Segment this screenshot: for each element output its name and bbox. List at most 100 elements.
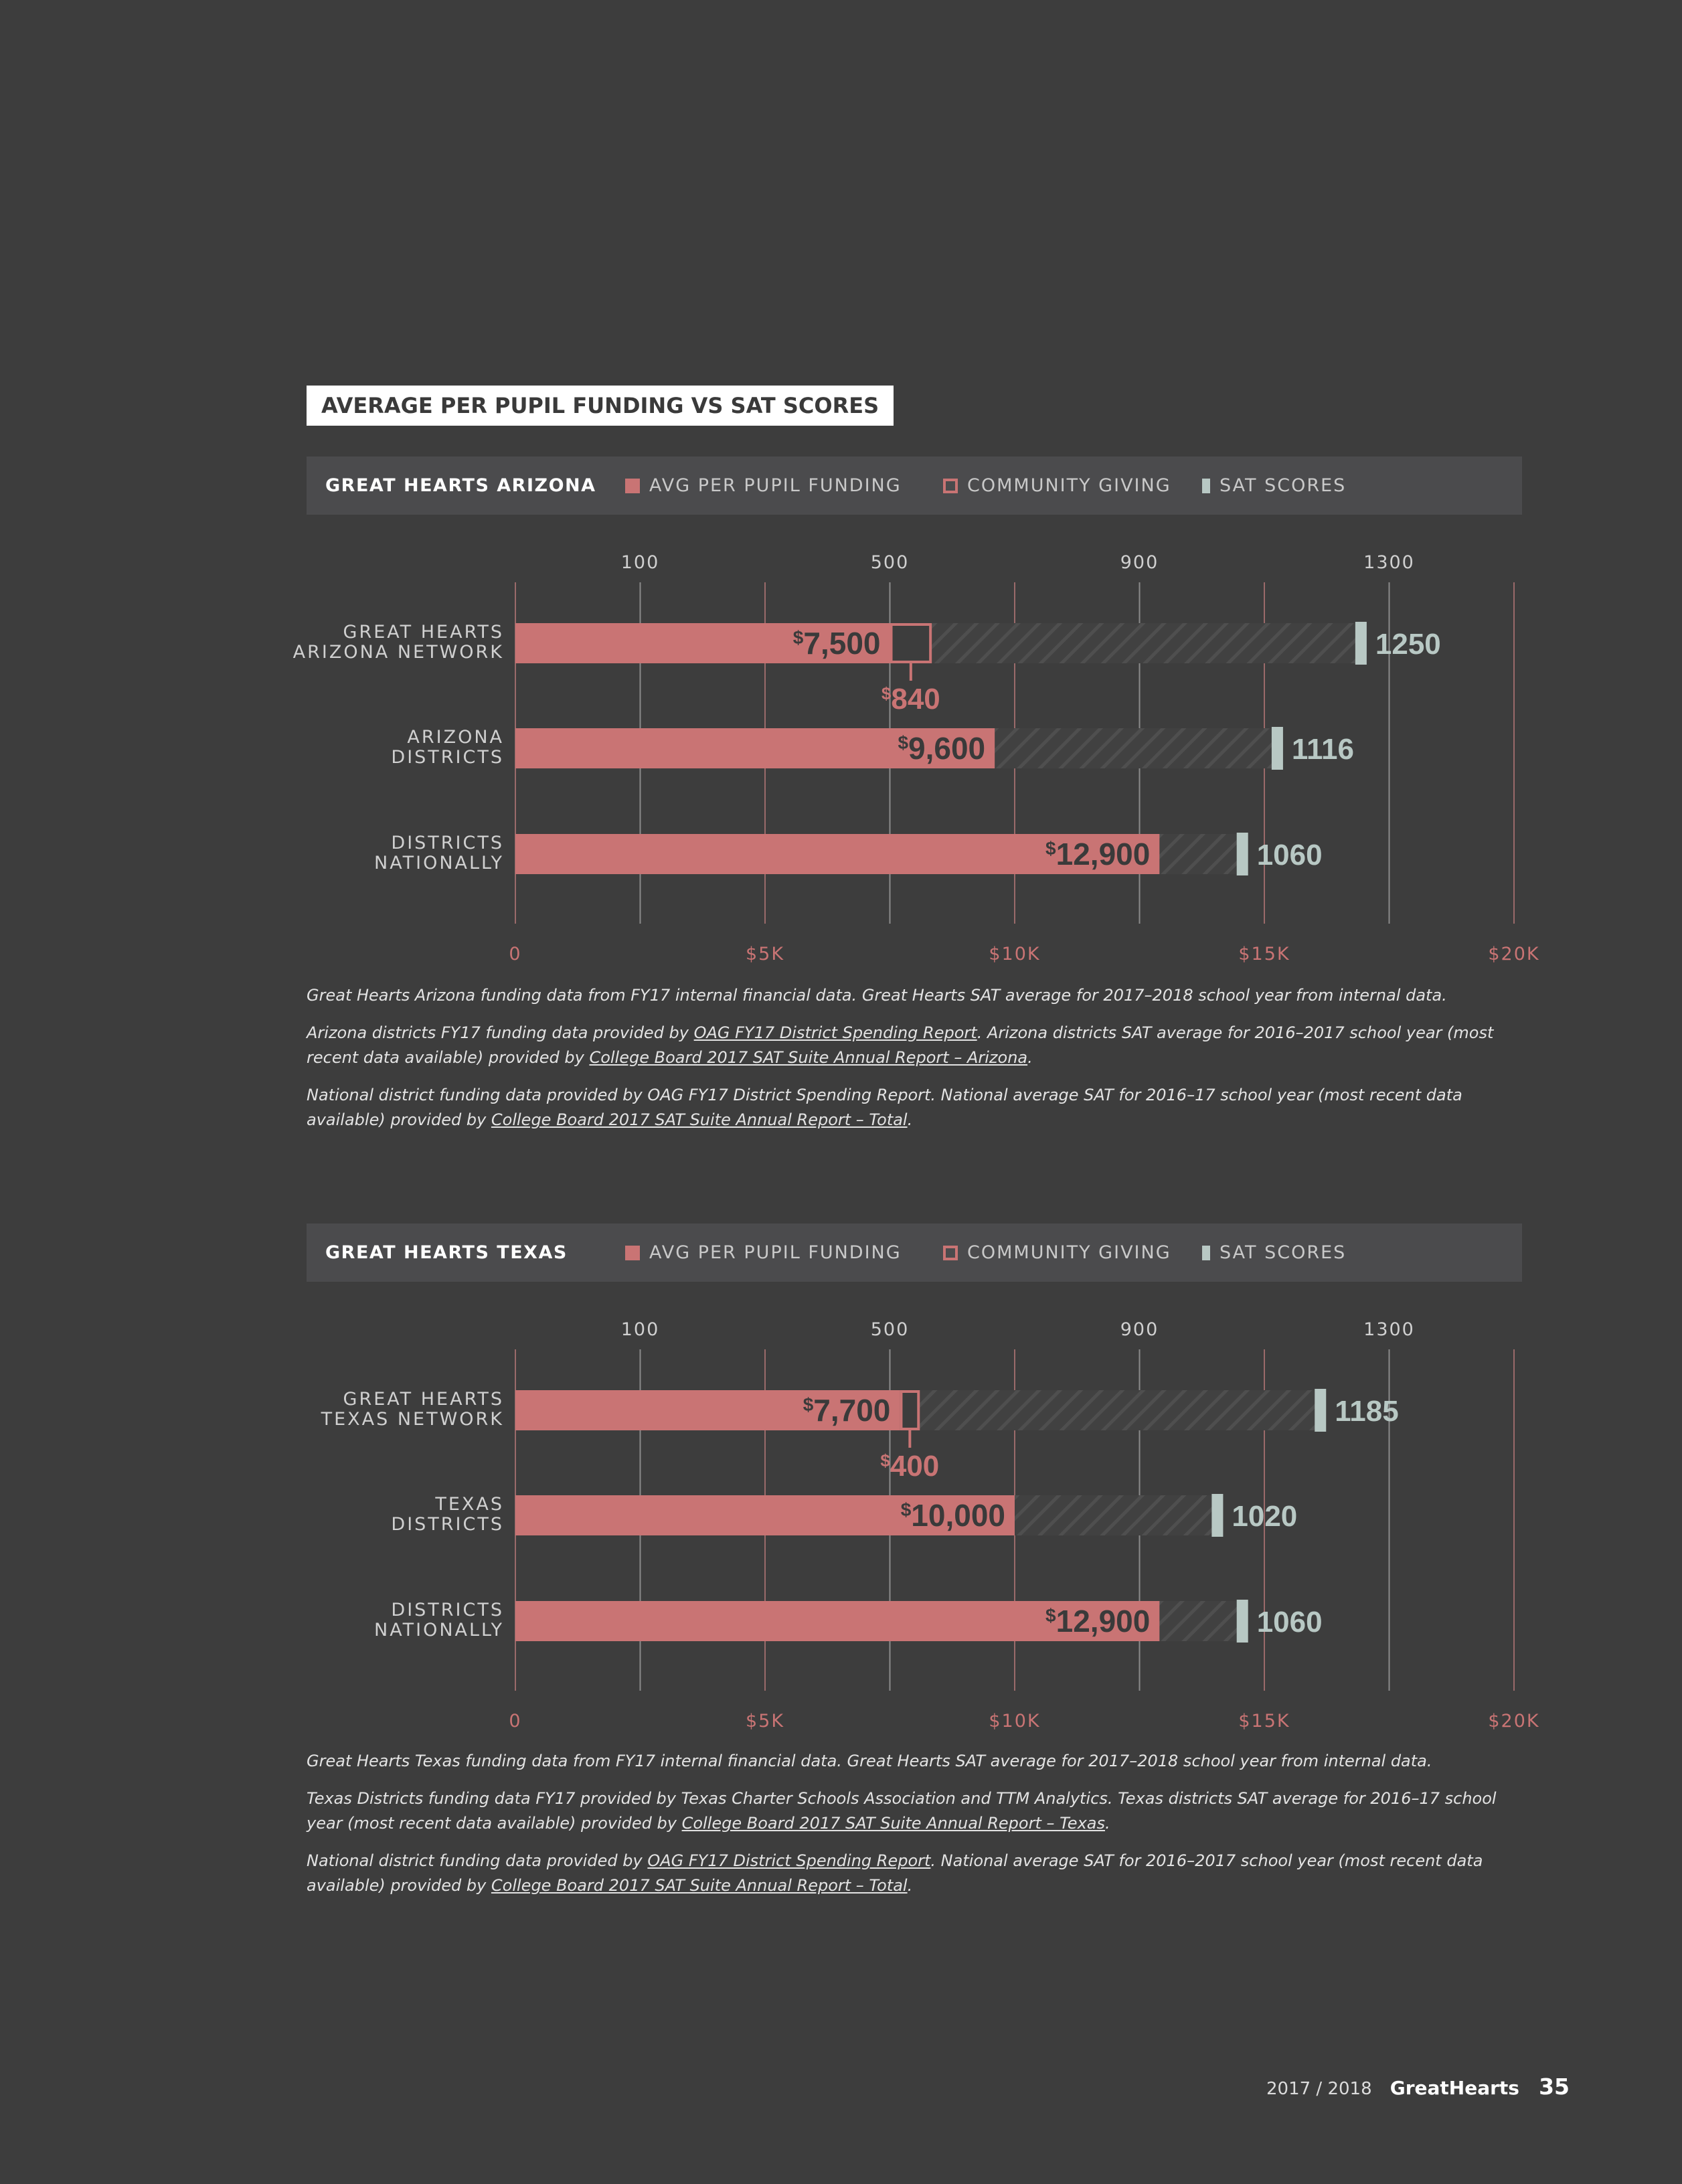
legend-bar-texas: GREAT HEARTS TEXAS AVG PER PUPIL FUNDING…	[307, 1224, 1522, 1282]
funding-bar	[515, 1390, 900, 1430]
source-note: National district funding data provided …	[307, 1083, 1522, 1132]
funding-tick-label: $5K	[746, 1711, 784, 1732]
legend-giving: COMMUNITY GIVING	[943, 1224, 1171, 1282]
sat-value-label: 1060	[1257, 839, 1323, 871]
sat-value-label: 1250	[1375, 628, 1441, 661]
funding-tick-label: $5K	[746, 944, 784, 964]
source-link[interactable]: OAG FY17 District Spending Report	[647, 1851, 931, 1870]
funding-tick-label: $10K	[989, 1711, 1040, 1732]
source-note: National district funding data provided …	[307, 1849, 1522, 1898]
row-label: DISTRICTS	[391, 747, 504, 768]
sat-tick-label: 500	[871, 552, 910, 573]
funding-tick-label: $15K	[1238, 1711, 1290, 1732]
footer-year: 2017 / 2018	[1266, 2079, 1372, 2099]
legend-funding: AVG PER PUPIL FUNDING	[625, 456, 902, 515]
row-label: NATIONALLY	[374, 853, 504, 873]
funding-bar	[515, 1495, 1015, 1535]
funding-tick-label: $20K	[1488, 1711, 1539, 1732]
source-link[interactable]: College Board 2017 SAT Suite Annual Repo…	[589, 1048, 1028, 1067]
sat-swatch-icon	[1202, 1246, 1210, 1260]
row-label: GREAT HEARTS	[343, 1389, 504, 1410]
sat-marker	[1355, 622, 1367, 665]
giving-bar	[890, 623, 932, 663]
note-text: . Arizona districts SAT average for 2016…	[307, 1023, 1494, 1067]
section-title-arizona: GREAT HEARTS ARIZONA	[325, 475, 596, 496]
funding-swatch-icon	[625, 479, 640, 493]
row-label: DISTRICTS	[391, 1600, 504, 1620]
sat-marker	[1271, 727, 1283, 770]
funding-tick-label: 0	[509, 944, 521, 964]
sat-tick-label: 1300	[1363, 1319, 1415, 1340]
legend-bar-arizona: GREAT HEARTS ARIZONA AVG PER PUPIL FUNDI…	[307, 456, 1522, 515]
note-text: Arizona districts FY17 funding data prov…	[307, 1023, 694, 1042]
notes-arizona: Great Hearts Arizona funding data from F…	[307, 983, 1522, 1145]
sat-range-bar	[1159, 1601, 1240, 1641]
sat-tick-label: 900	[1120, 552, 1159, 573]
notes-texas: Great Hearts Texas funding data from FY1…	[307, 1749, 1522, 1911]
source-link[interactable]: OAG FY17 District Spending Report	[693, 1023, 977, 1042]
source-link[interactable]: College Board 2017 SAT Suite Annual Repo…	[491, 1876, 908, 1895]
sat-range-bar	[932, 623, 1358, 663]
sat-marker	[1315, 1389, 1327, 1432]
source-link[interactable]: College Board 2017 SAT Suite Annual Repo…	[681, 1814, 1105, 1833]
section-title-texas: GREAT HEARTS TEXAS	[325, 1242, 568, 1263]
funding-tick-label: $10K	[989, 944, 1040, 964]
source-link[interactable]: College Board 2017 SAT Suite Annual Repo…	[491, 1110, 908, 1129]
page-number: 35	[1539, 2074, 1570, 2100]
source-note: Arizona districts FY17 funding data prov…	[307, 1021, 1522, 1070]
sat-marker	[1236, 1600, 1248, 1643]
sat-tick-label: 100	[621, 552, 660, 573]
page-title: AVERAGE PER PUPIL FUNDING VS SAT SCORES	[307, 386, 894, 426]
source-note: Great Hearts Texas funding data from FY1…	[307, 1749, 1522, 1774]
sat-marker	[1236, 833, 1248, 875]
chart-texas: 100 500 900 1300 0 $5K $10K $15K $20K GREAT HEART…	[321, 1319, 1539, 1732]
note-text: Great Hearts Arizona funding data from F…	[307, 986, 1447, 1005]
source-note: Texas Districts funding data FY17 provid…	[307, 1786, 1522, 1836]
row-label: ARIZONA	[407, 727, 504, 748]
row-label: TEXAS NETWORK	[321, 1409, 504, 1430]
legend-funding: AVG PER PUPIL FUNDING	[625, 1224, 902, 1282]
funding-value-label: $9,600	[898, 731, 985, 766]
row-label: TEXAS	[434, 1494, 504, 1515]
note-text: Texas Districts funding data FY17 provid…	[307, 1789, 1497, 1833]
row-label: ARIZONA NETWORK	[293, 642, 504, 663]
funding-tick-label: $20K	[1488, 944, 1539, 964]
note-text: . National average SAT for 2016–2017 sch…	[307, 1851, 1483, 1895]
row-label: DISTRICTS	[391, 1514, 504, 1535]
funding-tick-label: 0	[509, 1711, 521, 1732]
note-text: National district funding data provided …	[307, 1851, 648, 1870]
sat-value-label: 1060	[1257, 1606, 1323, 1639]
sat-value-label: 1020	[1232, 1500, 1297, 1533]
sat-range-bar	[920, 1390, 1318, 1430]
page-footer: 2017 / 2018 GreatHearts 35	[1266, 2074, 1570, 2100]
legend-sat: SAT SCORES	[1202, 456, 1346, 515]
sat-tick-label: 100	[621, 1319, 660, 1340]
funding-bar	[515, 623, 890, 663]
chart-arizona: 100 500 900 1300 0 $5K $10K $15K $20K GREAT HEART…	[293, 552, 1539, 964]
sat-tick-label: 1300	[1363, 552, 1415, 573]
legend-giving: COMMUNITY GIVING	[943, 456, 1171, 515]
row-label: NATIONALLY	[374, 1620, 504, 1641]
sat-tick-label: 500	[871, 1319, 910, 1340]
footer-brand: GreatHearts	[1390, 2077, 1519, 2099]
giving-value-label: $840	[881, 683, 940, 716]
funding-value-label: $7,500	[793, 626, 881, 661]
giving-bar	[900, 1390, 920, 1430]
funding-value-label: $12,900	[1045, 1604, 1150, 1639]
note-text: .	[907, 1110, 913, 1129]
funding-swatch-icon	[625, 1246, 640, 1260]
sat-range-bar	[995, 728, 1274, 768]
sat-tick-label: 900	[1120, 1319, 1159, 1340]
note-text: National district funding data provided …	[307, 1086, 1462, 1129]
sat-marker	[1211, 1494, 1224, 1537]
sat-range-bar	[1015, 1495, 1215, 1535]
sat-value-label: 1116	[1292, 733, 1354, 766]
note-text: .	[1027, 1048, 1033, 1067]
legend-sat: SAT SCORES	[1202, 1224, 1346, 1282]
giving-swatch-icon	[943, 479, 958, 493]
funding-bar	[515, 834, 1160, 874]
note-text: Great Hearts Texas funding data from FY1…	[307, 1752, 1432, 1770]
sat-value-label: 1185	[1335, 1395, 1398, 1428]
giving-value-label: $400	[880, 1450, 939, 1483]
sat-range-bar	[1159, 834, 1240, 874]
